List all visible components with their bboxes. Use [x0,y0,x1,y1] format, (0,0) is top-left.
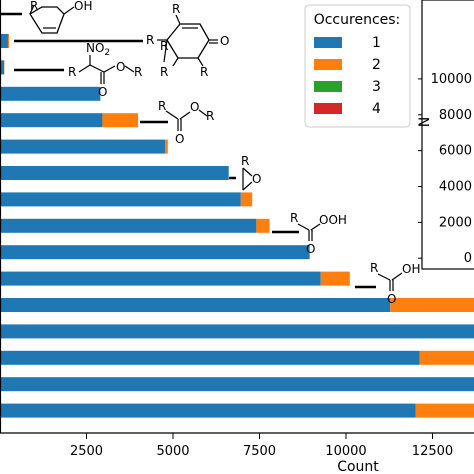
peracid-ooh-label: OOH [319,213,347,227]
legend-swatch-4 [314,103,342,114]
cyclohexenone-o-label: O [220,34,229,48]
legend-swatch-3 [314,81,342,92]
legend-box [304,4,411,128]
cyclohexenone-structure: R R O R R R [14,2,229,79]
legend-label-4: 4 [372,101,381,117]
x-ticks-group: 2500 5000 7500 10000 12500 [70,433,453,459]
bar-row-11-series-2 [390,298,474,312]
nitro-r1-label: R [68,65,76,79]
epoxide-r-label: R [241,154,249,168]
legend-label-1: 1 [372,35,381,51]
inset-y-tick-label: 6000 [439,144,472,159]
bar-row-13-series-2 [419,350,474,365]
inset-ticks-group: 0 2000 4000 6000 8000 10000 [418,72,472,266]
nitro-o2-label: O [116,60,125,74]
peracid-r-label: R [290,211,298,225]
ester-r1-label: R [158,99,166,113]
acid-oh-label: OH [402,262,420,276]
legend-swatch-1 [314,37,342,48]
cyclohexenone-r3-label: R [160,65,168,79]
inset-chart: 0 2000 4000 6000 8000 10000 N [417,0,474,270]
peracid-o-label: O [306,242,315,256]
bar-row-14-series-1 [0,377,474,392]
nitro-o1-label: O [98,85,107,99]
ester-r2-label: R [206,109,214,123]
acid-o-label: O [387,292,396,306]
inset-y-tick-label: 8000 [439,108,472,123]
legend-title: Occurences: [314,12,401,28]
bar-row-5-series-2 [165,139,168,154]
legend-label-2: 2 [372,57,381,73]
ester-o1-label: O [175,132,184,146]
acid-r-label: R [370,261,378,275]
cyclohexenone-r2-label: R [172,2,180,16]
legend-swatch-2 [314,59,342,70]
x-tick-label: 7500 [243,444,276,459]
inset-y-tick-label: 4000 [439,180,472,195]
ester-structure: R O O R [140,99,214,146]
bar-row-11-series-1 [0,298,391,312]
bar-row-5-series-1 [0,139,166,154]
bar-row-7-series-1 [0,192,241,207]
nitro-r2-label: R [134,65,142,79]
epoxide-structure: R O [229,154,261,191]
epoxide-o-label: O [252,172,261,186]
phenol-r-label: R [30,0,38,13]
bar-row-10-series-1 [0,271,321,286]
bar-row-15-series-1 [0,403,416,418]
bar-row-12-series-1 [0,324,474,339]
nitro-ester-structure: R NO2 O O R [14,41,142,99]
cyclohexenone-r4-label: R [200,65,208,79]
x-axis-label: Count [337,459,379,474]
nitro-no2-label: NO2 [86,41,110,58]
inset-y-tick-label: 2000 [439,215,472,230]
x-tick-label: 5000 [156,444,189,459]
inset-frame [421,0,474,270]
bar-row-15-series-2 [415,403,474,418]
bar-row-2-series-1 [0,60,5,75]
bar-row-13-series-1 [0,350,420,365]
ester-o2-label: O [190,100,199,114]
bar-row-4-series-1 [0,113,103,128]
legend: Occurences: 1 2 3 4 [304,4,411,128]
bar-row-9-series-1 [0,245,310,260]
phenol-oh-label: OH [74,0,92,13]
bar-row-6-series-1 [0,166,229,180]
acid-structure: R O OH [355,261,420,306]
bar-row-4-series-2 [102,113,139,128]
x-tick-label: 2500 [70,444,103,459]
phenol-structure: R OH [0,0,92,34]
bar-row-7-series-2 [240,192,253,207]
x-tick-label: 10000 [325,444,366,459]
legend-items: 1 2 3 4 [314,35,381,117]
bar-row-3-series-1 [0,86,101,101]
inset-y-axis-label: N [417,117,433,127]
cyclohexenone-r1-label: R [146,33,154,47]
bar-row-8-series-2 [256,218,270,233]
bar-row-8-series-1 [0,218,257,233]
inset-y-tick-label: 10000 [431,72,472,87]
bar-row-1-series-1 [0,34,8,48]
x-tick-label: 12500 [412,444,453,459]
bar-row-10-series-2 [320,271,350,286]
peracid-structure: R O OOH [272,211,347,256]
inset-y-tick-label: 0 [464,251,472,266]
legend-label-3: 3 [372,79,381,95]
cyclohexenone-r5-label: R [160,39,168,53]
bar-row-1-series-2 [7,34,9,48]
bars-group [0,34,474,418]
